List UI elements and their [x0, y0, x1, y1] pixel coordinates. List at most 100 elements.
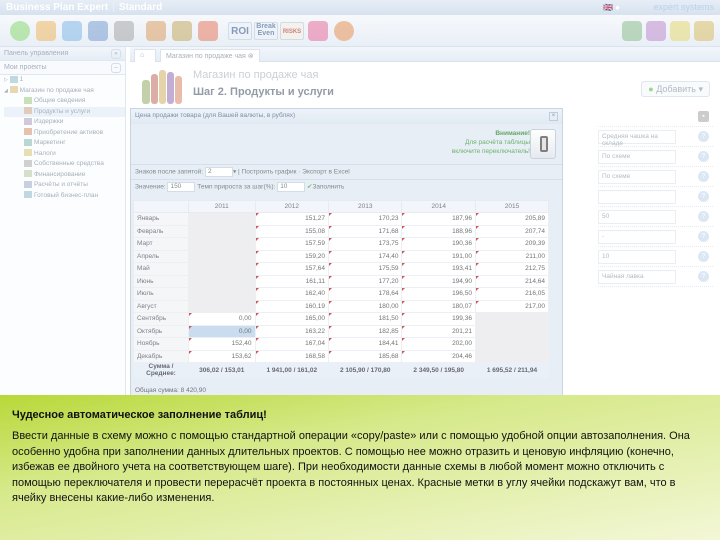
value-cell[interactable]: 178,64 [328, 287, 403, 301]
value-cell[interactable]: 170,23 [328, 212, 403, 226]
edit-icon[interactable] [670, 21, 690, 41]
tree-item[interactable]: Общие сведения [4, 96, 125, 107]
help-icon[interactable]: ? [698, 131, 709, 142]
tree-item[interactable]: Издержки [4, 117, 125, 128]
delete-icon[interactable]: ▪ [698, 111, 709, 122]
add-button[interactable]: ● Добавить ▾ [641, 81, 710, 97]
merge-icon[interactable] [308, 21, 328, 41]
tree-item[interactable]: Расчёты и отчёты [4, 180, 125, 191]
add-icon[interactable] [10, 21, 30, 41]
field-input[interactable]: - [598, 230, 676, 244]
value-cell[interactable]: 201,21 [401, 324, 476, 338]
help-icon[interactable] [646, 21, 666, 41]
risks-icon[interactable]: RISKS [280, 22, 304, 40]
value-cell[interactable]: 157,59 [254, 237, 330, 251]
tree-item[interactable]: Финансирование [4, 170, 125, 181]
value-cell[interactable]: 209,39 [474, 237, 550, 251]
help-icon[interactable]: ? [698, 171, 709, 182]
value-cell[interactable]: 157,64 [254, 262, 330, 276]
value-cell[interactable]: 177,20 [328, 274, 403, 288]
value-cell[interactable]: 217,00 [474, 299, 550, 313]
value-cell[interactable]: 204,46 [401, 349, 476, 363]
value-cell[interactable]: 207,74 [474, 224, 550, 238]
tree-item[interactable]: Продукты и услуги [4, 106, 125, 117]
value-cell[interactable]: 188,96 [401, 224, 476, 238]
help-icon[interactable]: ? [698, 251, 709, 262]
field-input[interactable] [598, 190, 676, 204]
value-cell[interactable]: 151,27 [254, 212, 330, 226]
exit-icon[interactable] [694, 21, 714, 41]
value-cell[interactable]: 190,36 [401, 237, 476, 251]
calc-toggle-switch[interactable] [530, 129, 556, 159]
tree-item[interactable]: Готовый бизнес-план [4, 191, 125, 202]
help-icon[interactable]: ? [698, 151, 709, 162]
roi-icon[interactable]: ROI [228, 22, 252, 40]
user-icon[interactable] [622, 21, 642, 41]
copy-icon[interactable] [62, 21, 82, 41]
help-icon[interactable]: ? [698, 231, 709, 242]
value-cell[interactable]: 161,11 [254, 274, 330, 288]
tree-item[interactable]: Собственные средства [4, 159, 125, 170]
value-cell[interactable]: 180,00 [328, 299, 403, 313]
break-even-icon[interactable]: Break Even [254, 22, 278, 40]
export-link[interactable]: Экспорт в Excel [302, 168, 350, 176]
value-cell[interactable]: 196,50 [401, 287, 476, 301]
value-cell[interactable]: 168,58 [254, 349, 330, 363]
scales-icon[interactable] [146, 21, 166, 41]
language-flags[interactable]: 🇬🇧 ● [602, 3, 620, 12]
money-bag-icon[interactable] [172, 21, 192, 41]
value-cell[interactable]: 162,40 [254, 287, 330, 301]
field-input[interactable]: По схеме [598, 150, 676, 164]
tree-item[interactable]: Налоги [4, 149, 125, 160]
close-button[interactable]: × [549, 112, 558, 121]
value-cell[interactable]: 155,08 [254, 224, 330, 238]
help-icon[interactable]: ? [698, 271, 709, 282]
value-cell[interactable]: 167,04 [254, 337, 330, 351]
value-cell[interactable]: 175,59 [328, 262, 403, 276]
value-cell[interactable]: 216,05 [474, 287, 550, 301]
value-cell[interactable]: 173,75 [328, 237, 403, 251]
value-cell[interactable]: 160,19 [254, 299, 330, 313]
tree-item[interactable]: ◢ Магазин по продаже чая [4, 86, 94, 94]
folder-icon[interactable] [36, 21, 56, 41]
collapse-button[interactable]: « [111, 49, 121, 59]
value-cell[interactable]: 185,68 [328, 349, 403, 363]
value-cell[interactable]: 211,00 [474, 249, 550, 263]
fill-button[interactable]: Заполнить [312, 183, 345, 191]
tree-item[interactable]: Маркетинг [4, 138, 125, 149]
value-cell[interactable]: 171,68 [328, 224, 403, 238]
value-cell[interactable]: 165,00 [254, 312, 330, 326]
value-cell[interactable]: 0,00 [188, 312, 256, 326]
growth-input[interactable]: 10 [277, 182, 306, 192]
value-cell[interactable]: 184,41 [328, 337, 403, 351]
delete-icon[interactable] [114, 21, 134, 41]
value-cell[interactable]: 180,07 [401, 299, 476, 313]
value-cell[interactable]: 163,22 [254, 324, 330, 338]
field-input[interactable]: 10 [598, 250, 676, 264]
value-input[interactable]: 150 [167, 182, 196, 192]
field-input[interactable]: Чайная лавка [598, 270, 676, 284]
home-tab[interactable]: ⌂ [134, 49, 156, 62]
field-input[interactable]: 50 [598, 210, 676, 224]
value-cell[interactable]: 205,89 [474, 212, 550, 226]
help-icon[interactable]: ? [698, 211, 709, 222]
help-icon[interactable]: ? [698, 191, 709, 202]
field-input[interactable]: Средняя чашка на складе [598, 130, 676, 147]
tree-item[interactable]: ▷ 1 [4, 75, 24, 83]
tree-item[interactable]: Приобретение активов [4, 128, 125, 139]
value-cell[interactable]: 152,40 [188, 337, 256, 351]
value-cell[interactable]: 202,00 [401, 337, 476, 351]
field-input[interactable]: По схеме [598, 170, 676, 184]
value-cell[interactable]: 214,64 [474, 274, 550, 288]
value-cell[interactable]: 182,85 [328, 324, 403, 338]
value-cell[interactable]: 193,41 [401, 262, 476, 276]
arrows-icon[interactable] [198, 21, 218, 41]
value-cell[interactable]: 191,00 [401, 249, 476, 263]
value-cell[interactable]: 0,00 [188, 324, 256, 338]
decimals-select[interactable]: 2 [204, 167, 233, 177]
save-icon[interactable] [88, 21, 108, 41]
value-cell[interactable]: 181,50 [328, 312, 403, 326]
value-cell[interactable]: 159,20 [254, 249, 330, 263]
value-cell[interactable]: 153,62 [188, 349, 256, 363]
collapse-icon[interactable]: – [111, 63, 121, 73]
